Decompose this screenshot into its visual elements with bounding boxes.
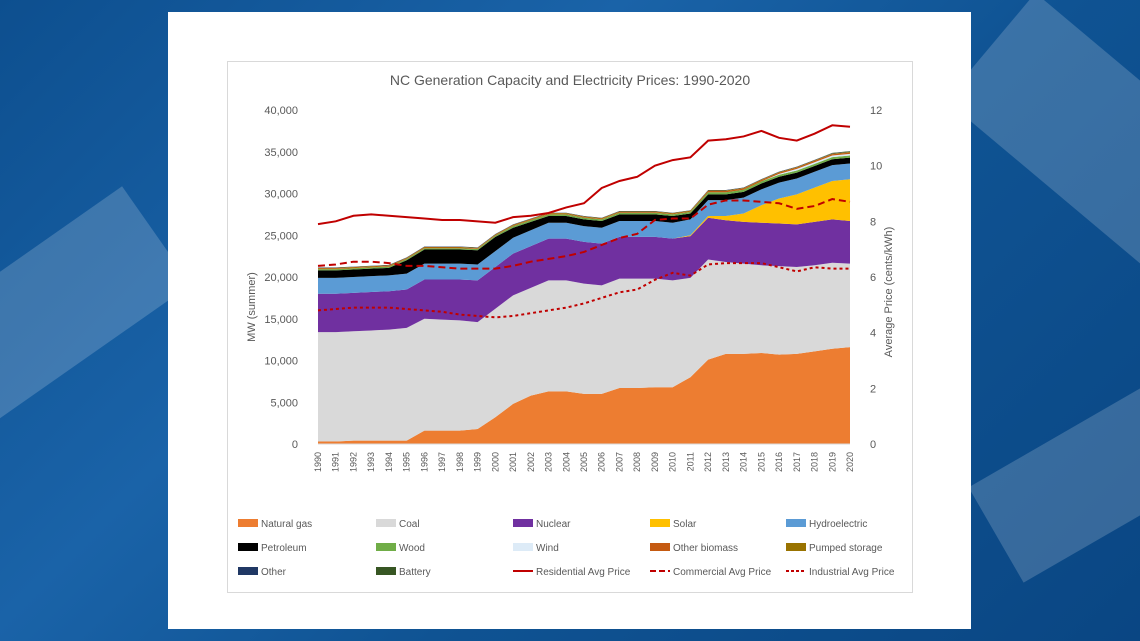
price-lines <box>317 124 851 319</box>
legend-label: Commercial Avg Price <box>673 567 772 578</box>
y-tick-label: 5,000 <box>270 397 298 409</box>
legend-label: Hydroelectric <box>809 519 867 530</box>
x-tick-label: 2016 <box>774 452 784 472</box>
y-tick-label: 10,000 <box>264 356 298 368</box>
legend-label: Solar <box>673 519 697 530</box>
y2-tick-label: 6 <box>870 272 876 284</box>
x-tick-label: 2006 <box>597 452 607 472</box>
x-tick-label: 1991 <box>331 452 341 472</box>
capacity-areas <box>318 151 850 444</box>
background-stripe-bottom <box>968 367 1140 583</box>
legend-label: Petroleum <box>261 543 307 554</box>
chart-title: NC Generation Capacity and Electricity P… <box>390 72 751 88</box>
legend-swatch <box>786 543 806 551</box>
y2-tick-label: 4 <box>870 328 876 340</box>
y2-tick-label: 10 <box>870 161 882 173</box>
background-stripe-left <box>0 186 191 434</box>
x-tick-label: 2005 <box>579 452 589 472</box>
x-tick-label: 2013 <box>721 452 731 472</box>
legend: Natural gas Coal Nuclear Solar Hydroelectric… <box>238 519 895 578</box>
legend-label: Wind <box>536 543 559 554</box>
axes: 0 5,000 10,000 15,000 20,000 25,000 30,000 35,0… <box>264 105 882 472</box>
legend-label: Other <box>261 567 287 578</box>
legend-swatch <box>786 519 806 527</box>
x-tick-label: 1996 <box>419 452 429 472</box>
legend-swatch <box>376 519 396 527</box>
area-series-4 <box>318 163 850 294</box>
x-tick-label: 1999 <box>473 452 483 472</box>
legend-swatch <box>238 519 258 527</box>
x-tick-label: 1997 <box>437 452 447 472</box>
generation-capacity-chart: NC Generation Capacity and Electricity P… <box>238 72 895 578</box>
y2-tick-label: 0 <box>870 439 876 451</box>
y-tick-label: 30,000 <box>264 189 298 201</box>
area-series-1 <box>318 259 850 442</box>
chart-frame: NC Generation Capacity and Electricity P… <box>227 61 913 593</box>
y-tick-label: 20,000 <box>264 272 298 284</box>
legend-swatch <box>238 567 258 575</box>
x-tick-label: 2008 <box>632 452 642 472</box>
x-tick-label: 2019 <box>827 452 837 472</box>
x-tick-label: 1998 <box>455 452 465 472</box>
y2-tick-label: 12 <box>870 105 882 117</box>
chart-card: NC Generation Capacity and Electricity P… <box>168 12 971 629</box>
legend-swatch <box>376 543 396 551</box>
x-tick-label: 2001 <box>508 452 518 472</box>
x-tick-label: 2014 <box>739 452 749 472</box>
legend-swatch <box>238 543 258 551</box>
y-tick-label: 15,000 <box>264 314 298 326</box>
price-line-1 <box>317 198 851 270</box>
legend-swatch <box>376 567 396 575</box>
legend-label: Coal <box>399 519 420 530</box>
legend-label: Industrial Avg Price <box>809 567 895 578</box>
x-tick-label: 2011 <box>685 452 695 471</box>
legend-swatch <box>650 519 670 527</box>
x-tick-label: 1995 <box>402 452 412 472</box>
y-tick-label: 0 <box>292 439 298 451</box>
legend-swatch <box>650 543 670 551</box>
area-series-0 <box>318 347 850 444</box>
y-tick-label: 35,000 <box>264 147 298 159</box>
legend-label: Natural gas <box>261 519 312 530</box>
legend-swatch <box>513 543 533 551</box>
y2-tick-label: 8 <box>870 216 876 228</box>
y-tick-label: 40,000 <box>264 105 298 117</box>
y2-axis-label: Average Price (cents/kWh) <box>883 227 895 358</box>
y2-tick-label: 2 <box>870 383 876 395</box>
legend-label: Residential Avg Price <box>536 567 631 578</box>
legend-label: Wood <box>399 543 425 554</box>
x-tick-label: 2018 <box>810 452 820 472</box>
x-tick-label: 2000 <box>490 452 500 472</box>
x-tick-label: 2017 <box>792 452 802 472</box>
x-tick-label: 1990 <box>313 452 323 472</box>
background-stripe-right <box>945 0 1140 268</box>
x-tick-label: 1994 <box>384 452 394 472</box>
legend-label: Other biomass <box>673 543 738 554</box>
x-tick-label: 2012 <box>703 452 713 472</box>
legend-label: Pumped storage <box>809 543 883 554</box>
area-series-2 <box>318 217 850 333</box>
legend-label: Nuclear <box>536 519 571 530</box>
x-tick-label: 2002 <box>526 452 536 472</box>
x-tick-label: 2003 <box>544 452 554 472</box>
x-tick-label: 2020 <box>845 452 855 472</box>
x-tick-label: 2009 <box>650 452 660 472</box>
x-tick-label: 2004 <box>561 452 571 472</box>
price-line-0 <box>317 124 851 226</box>
x-tick-label: 2010 <box>668 452 678 472</box>
y-axis-label: MW (summer) <box>246 272 258 342</box>
legend-label: Battery <box>399 567 431 578</box>
legend-swatch <box>513 519 533 527</box>
x-tick-label: 1993 <box>366 452 376 472</box>
y-tick-label: 25,000 <box>264 230 298 242</box>
x-tick-label: 2015 <box>756 452 766 472</box>
x-tick-label: 1992 <box>348 452 358 472</box>
x-tick-label: 2007 <box>614 452 624 472</box>
